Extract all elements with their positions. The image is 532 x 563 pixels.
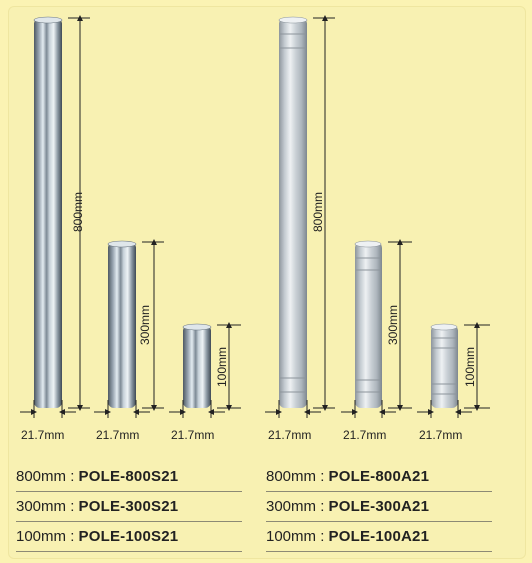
product-code: POLE-100A21: [328, 528, 430, 545]
product-code: POLE-800A21: [328, 468, 430, 485]
pole-800a21: [278, 16, 308, 408]
left-800-length-label: 800mm: [71, 192, 85, 233]
product-code: POLE-300S21: [78, 498, 179, 515]
height-dimension-lines: [68, 15, 490, 411]
product-size: 300mm: [16, 498, 67, 515]
product-row: 800mm : POLE-800S21: [16, 462, 242, 492]
product-size: 300mm: [266, 498, 317, 515]
background-panel: [8, 6, 526, 559]
separator: :: [66, 468, 79, 485]
right-100-diameter-label: 21.7mm: [419, 428, 463, 442]
product-row: 300mm : POLE-300S21: [16, 492, 242, 522]
product-size: 800mm: [266, 468, 317, 485]
left-100-length-label: 100mm: [215, 347, 229, 388]
right-300-length-label: 300mm: [386, 305, 400, 346]
right-product-list: 800mm : POLE-800A21 300mm : POLE-300A21 …: [266, 462, 492, 552]
pole-100s21: [182, 323, 212, 408]
separator: :: [316, 468, 329, 485]
pole-800s21: [33, 16, 63, 408]
left-product-list: 800mm : POLE-800S21 300mm : POLE-300S21 …: [16, 462, 242, 552]
right-300-diameter-label: 21.7mm: [343, 428, 387, 442]
separator: :: [66, 498, 79, 515]
separator: :: [66, 528, 79, 545]
product-row: 100mm : POLE-100A21: [266, 522, 492, 552]
pole-illustration: [20, 15, 490, 418]
product-row: 100mm : POLE-100S21: [16, 522, 242, 552]
right-800-diameter-label: 21.7mm: [268, 428, 312, 442]
diameter-dimension-lines: [20, 400, 472, 418]
pole-300s21: [107, 240, 137, 408]
product-size: 100mm: [266, 528, 317, 545]
product-row: 300mm : POLE-300A21: [266, 492, 492, 522]
separator: :: [316, 528, 329, 545]
right-100-length-label: 100mm: [463, 347, 477, 388]
product-code: POLE-800S21: [78, 468, 179, 485]
left-300-length-label: 300mm: [138, 305, 152, 346]
left-100-diameter-label: 21.7mm: [171, 428, 215, 442]
left-300-diameter-label: 21.7mm: [96, 428, 140, 442]
separator: :: [316, 498, 329, 515]
pole-100a21: [430, 323, 458, 408]
product-row: 800mm : POLE-800A21: [266, 462, 492, 492]
right-800-length-label: 800mm: [311, 192, 325, 233]
product-size: 800mm: [16, 468, 67, 485]
pole-300a21: [354, 240, 382, 408]
product-code: POLE-300A21: [328, 498, 430, 515]
left-800-diameter-label: 21.7mm: [21, 428, 65, 442]
product-size: 100mm: [16, 528, 67, 545]
product-code: POLE-100S21: [78, 528, 179, 545]
